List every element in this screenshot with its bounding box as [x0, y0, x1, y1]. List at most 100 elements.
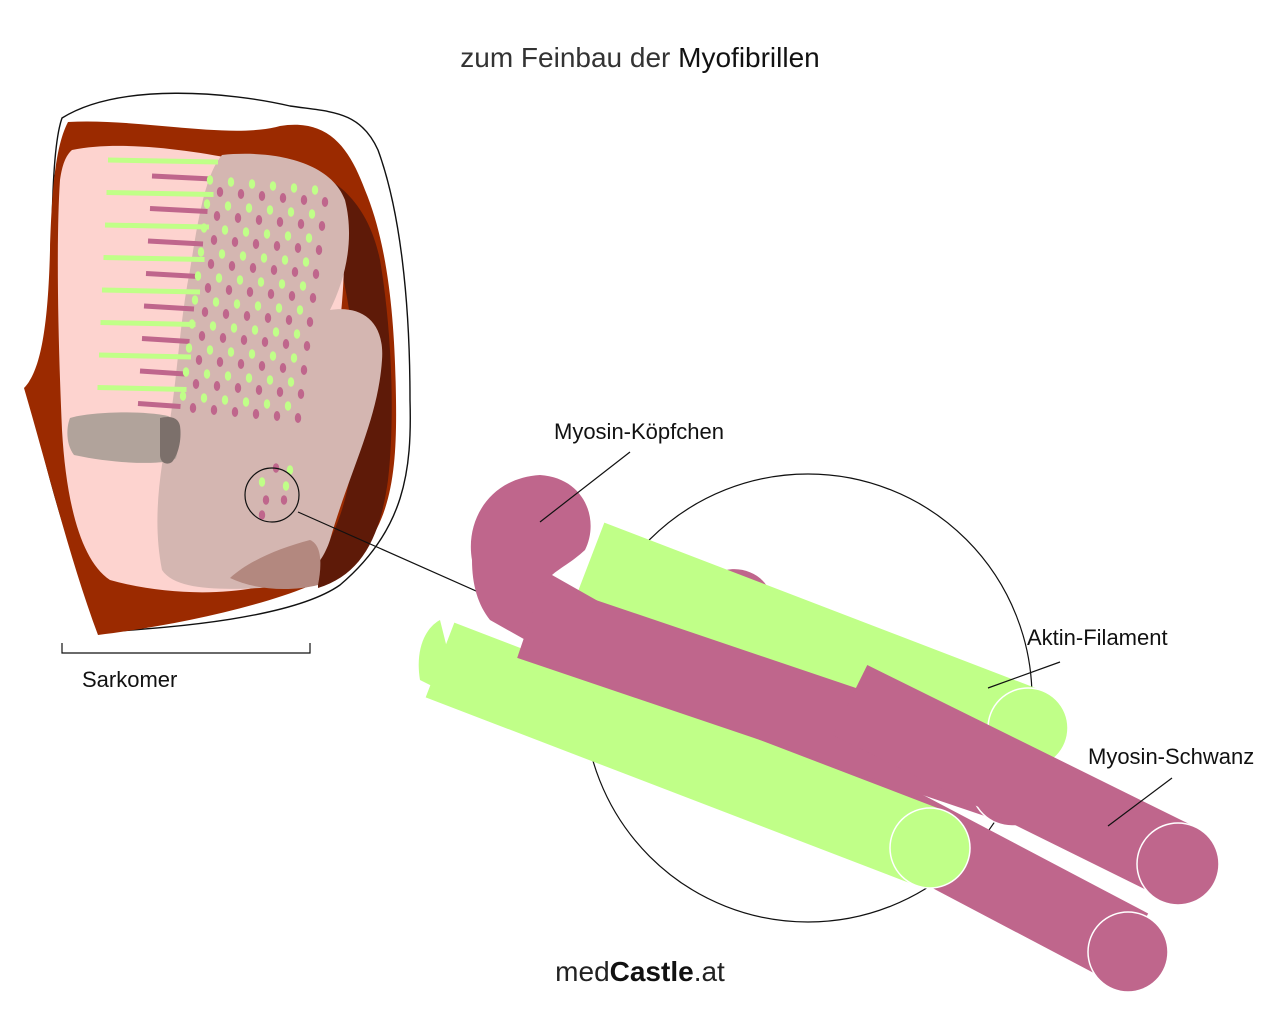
actin-filament-lower-end [889, 807, 971, 889]
fiber-shadow-side [300, 170, 392, 588]
actin-dot [278, 279, 286, 289]
actin-line [107, 157, 219, 165]
myosin-dot [279, 363, 287, 373]
actin-dot [188, 319, 196, 329]
leader-aktin-filament [987, 661, 1061, 689]
actin-dot [212, 297, 220, 307]
myosin-dot [210, 405, 218, 415]
myosin-dot [312, 269, 320, 279]
actin-dot [209, 321, 217, 331]
myosin-dot [234, 213, 242, 223]
myosin-dot [210, 235, 218, 245]
myosin-dot [294, 243, 302, 253]
muscle-fiber-illustration [24, 92, 411, 636]
myosin-dot [198, 331, 206, 341]
myosin-dot [252, 409, 260, 419]
myosin-dot [252, 239, 260, 249]
myosin-dot [297, 389, 305, 399]
myosin-dot [258, 361, 266, 371]
actin-dot [296, 305, 304, 315]
actin-lower-start [418, 620, 460, 700]
actin-dot [275, 303, 283, 313]
actin-dot [203, 199, 211, 209]
actin-dot [227, 347, 235, 357]
myosin-dot [216, 187, 224, 197]
myosin-dot [300, 365, 308, 375]
myosin-dot [234, 383, 242, 393]
myosin-line [149, 206, 208, 214]
myosin-dot [321, 197, 329, 207]
myosin-line [145, 271, 199, 279]
actin-dot [281, 255, 289, 265]
myosin-dot [231, 407, 239, 417]
actin-dot [218, 249, 226, 259]
actin-dot [287, 377, 295, 387]
myosin-dot [276, 387, 284, 397]
footer-suffix: .at [693, 956, 725, 987]
actin-dot [263, 399, 271, 409]
myosin-dot [243, 311, 251, 321]
leader-myosin-koepfchen [539, 451, 631, 523]
myosin-dot [297, 219, 305, 229]
nucleus-end [160, 416, 181, 464]
actin-dot [302, 257, 310, 267]
actin-dot [242, 397, 250, 407]
actin-dot [224, 201, 232, 211]
actin-dot [245, 373, 253, 383]
actin-dot [308, 209, 316, 219]
actin-dot [311, 185, 319, 195]
myosin-dot [213, 381, 221, 391]
actin-dot [224, 371, 232, 381]
myosin-dot [303, 341, 311, 351]
actin-dot [203, 369, 211, 379]
actin-filament-lower [425, 622, 945, 886]
myosin-dot [246, 287, 254, 297]
myosin-dot [231, 237, 239, 247]
myosin-dot [201, 307, 209, 317]
myosin-dot [282, 339, 290, 349]
actin-dot [242, 227, 250, 237]
actin-dot [272, 327, 280, 337]
myosin-dot [262, 495, 270, 505]
actin-dot [215, 273, 223, 283]
actin-dot [286, 465, 294, 475]
actin-dot [299, 281, 307, 291]
actin-dot [269, 351, 277, 361]
myosin-dot [285, 315, 293, 325]
myosin-dot [249, 263, 257, 273]
cross-section-dots [179, 175, 329, 520]
footer-bold: Castle [609, 956, 694, 987]
actin-dot [282, 481, 290, 491]
label-aktin-filament: Aktin-Filament [1027, 625, 1168, 650]
actin-dot [257, 277, 265, 287]
actin-dot [260, 253, 268, 263]
actin-line [97, 385, 187, 392]
actin-dot [284, 401, 292, 411]
actin-dot [206, 345, 214, 355]
actin-dot [284, 231, 292, 241]
myosin-dot [273, 241, 281, 251]
title-emphasis: Myofibrillen [678, 42, 820, 73]
myosin-line [137, 401, 181, 409]
actin-line [103, 255, 205, 262]
myosin-tail-back-end [1087, 911, 1169, 993]
myosin-dot [270, 265, 278, 275]
myosin-line [141, 336, 190, 344]
actin-line [98, 352, 192, 360]
myosin-dot [255, 385, 263, 395]
myosin-dot [288, 291, 296, 301]
actin-dot [258, 477, 266, 487]
myosin-line [139, 368, 186, 377]
myosin-line [147, 238, 204, 247]
actin-filament-upper [575, 522, 1043, 766]
filament-detail [297, 451, 1220, 993]
longitudinal-filaments [97, 157, 219, 409]
actin-dot [248, 179, 256, 189]
actin-dot [221, 395, 229, 405]
actin-dot [236, 275, 244, 285]
actin-dot [305, 233, 313, 243]
actin-dot [221, 225, 229, 235]
myosin-dot [291, 267, 299, 277]
myosin-dot [267, 289, 275, 299]
